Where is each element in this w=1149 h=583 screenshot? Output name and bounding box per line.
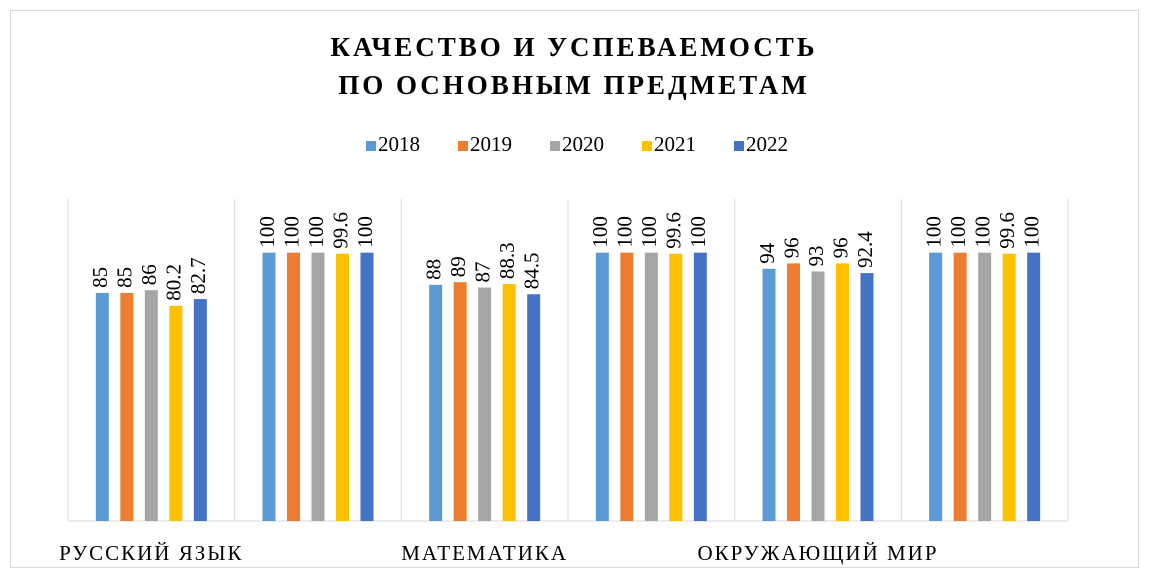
- data-label: 99.6: [328, 212, 352, 249]
- bar: [787, 263, 800, 521]
- data-label: 93: [804, 245, 828, 266]
- x-tick-label: РУССКИЙ ЯЗЫК: [59, 541, 243, 565]
- data-label: 89: [446, 256, 470, 277]
- data-label: 85: [88, 267, 112, 288]
- x-tick-label: МАТЕМАТИКА: [401, 541, 568, 565]
- bar: [620, 252, 634, 521]
- legend-swatch: [642, 141, 652, 151]
- data-label: 86: [137, 264, 161, 285]
- data-label: 100: [304, 216, 328, 248]
- bar: [360, 252, 374, 521]
- bar: [811, 271, 825, 521]
- data-label: 100: [588, 216, 612, 248]
- bar: [669, 253, 683, 522]
- data-label: 100: [686, 216, 710, 248]
- bar: [287, 252, 300, 521]
- legend-label: 2019: [470, 132, 512, 156]
- data-label: 100: [1019, 216, 1043, 248]
- bar: [527, 294, 541, 521]
- bar: [169, 305, 183, 521]
- data-label: 85: [113, 267, 137, 288]
- bar: [860, 273, 874, 521]
- legend-label: 2018: [378, 132, 420, 156]
- bar: [453, 282, 467, 521]
- bar: [978, 252, 992, 521]
- data-label: 88: [421, 259, 445, 280]
- data-label: 100: [255, 216, 279, 248]
- bar: [478, 287, 492, 521]
- data-label: 94: [755, 242, 779, 264]
- legend-label: 2021: [654, 132, 696, 156]
- legend-label: 2022: [746, 132, 788, 156]
- x-tick-label: ОКРУЖАЮЩИЙ МИР: [697, 541, 938, 565]
- bar: [836, 263, 849, 521]
- bar: [1027, 252, 1041, 521]
- data-label: 87: [470, 262, 494, 283]
- data-label: 100: [946, 216, 970, 248]
- data-label: 100: [921, 216, 945, 248]
- bar: [311, 252, 325, 521]
- data-label: 100: [613, 216, 637, 248]
- bar: [336, 253, 349, 522]
- data-label: 96: [828, 237, 852, 258]
- bar: [644, 252, 658, 521]
- data-label: 100: [637, 216, 661, 248]
- data-label: 84.5: [519, 253, 543, 290]
- legend-label: 2020: [562, 132, 604, 156]
- bar: [953, 252, 967, 521]
- bar: [144, 290, 158, 521]
- legend-swatch: [366, 141, 376, 151]
- data-label: 100: [353, 216, 377, 248]
- data-label: 88.3: [495, 242, 519, 279]
- data-label: 80.2: [162, 264, 186, 301]
- bar: [693, 252, 707, 521]
- bar: [502, 284, 516, 521]
- bar: [120, 292, 134, 521]
- legend-swatch: [550, 141, 560, 151]
- bar: [595, 252, 609, 521]
- data-label: 100: [279, 216, 303, 248]
- bar: [262, 252, 276, 521]
- bar: [929, 252, 943, 521]
- data-label: 82.7: [186, 257, 210, 294]
- bar: [193, 299, 207, 521]
- data-label: 99.6: [995, 212, 1019, 249]
- legend-swatch: [458, 141, 468, 151]
- chart-title: КАЧЕСТВО И УСПЕВАЕМОСТЬ ПО ОСНОВНЫМ ПРЕДМ…: [330, 32, 817, 100]
- legend-swatch: [734, 141, 744, 151]
- data-label: 100: [970, 216, 994, 248]
- data-label: 92.4: [853, 231, 877, 268]
- bar: [429, 284, 443, 521]
- bar: [1002, 253, 1016, 522]
- data-label: 99.6: [662, 212, 686, 249]
- bar: [95, 292, 109, 521]
- data-label: 96: [779, 237, 803, 258]
- bar: [762, 268, 776, 521]
